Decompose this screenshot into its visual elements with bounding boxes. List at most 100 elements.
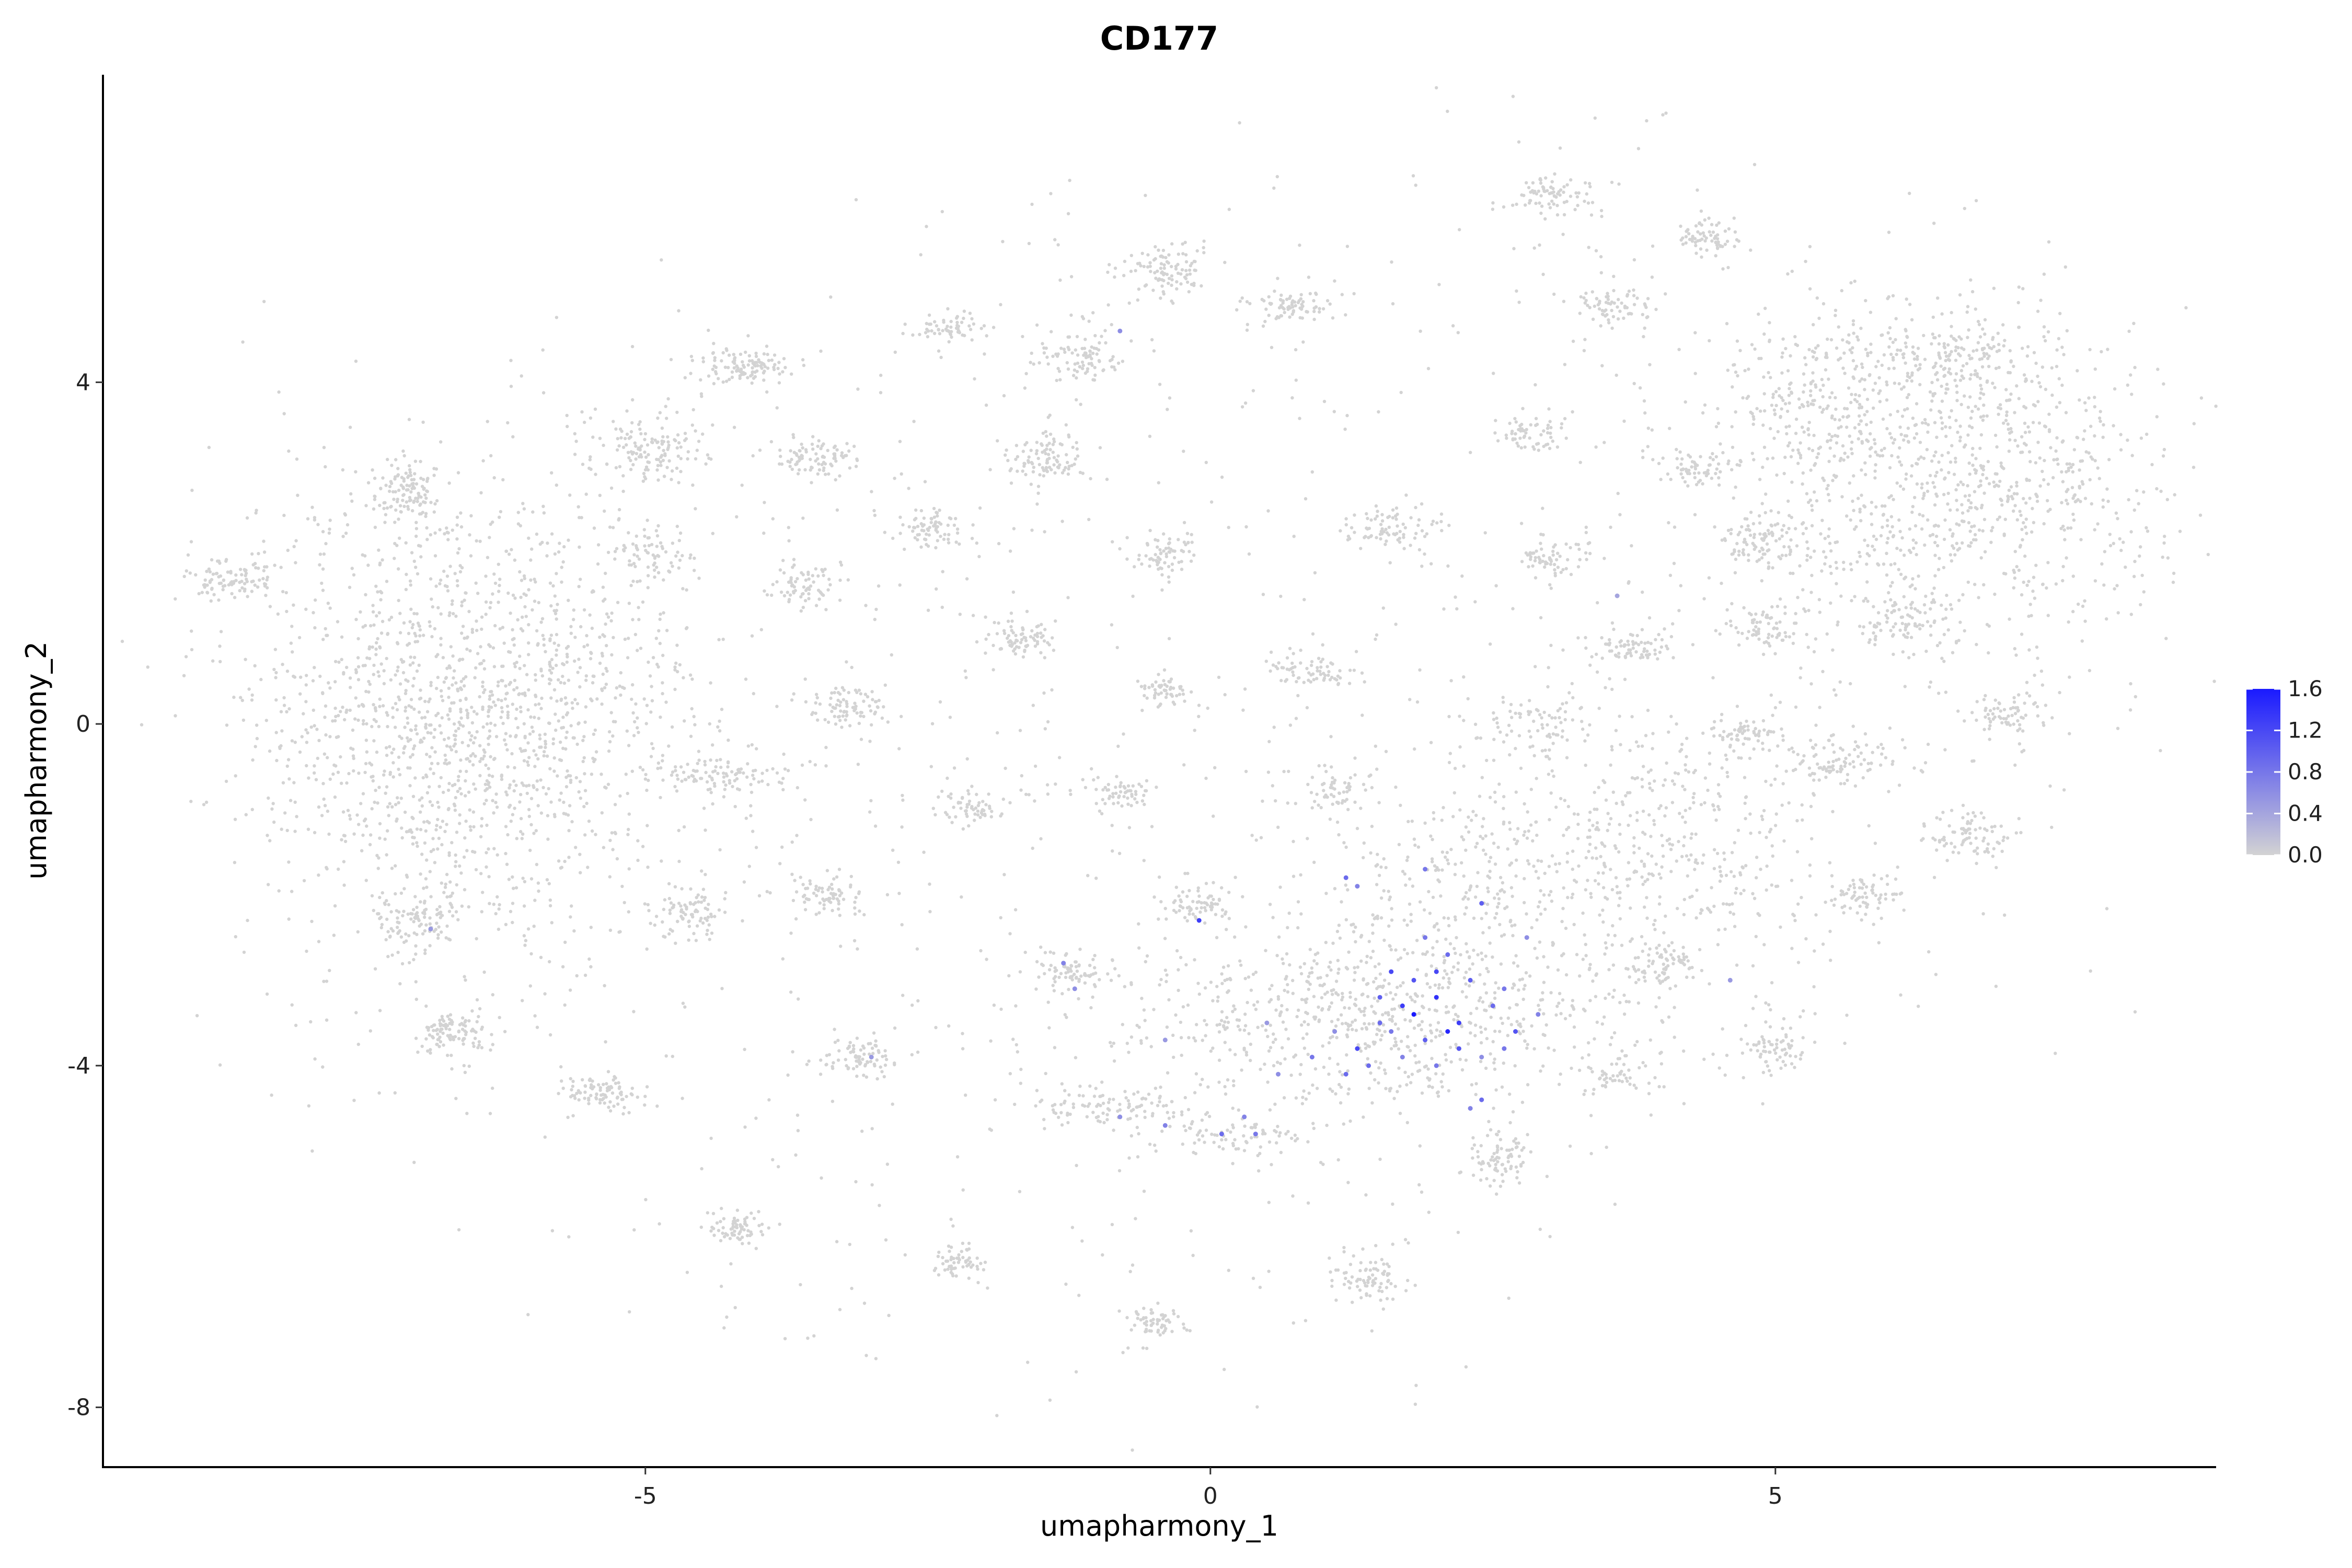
cell-point [1177,538,1180,541]
cell-point [1544,176,1548,180]
cell-point [1560,735,1564,739]
cell-point [381,704,385,708]
cell-point [1316,669,1319,673]
cell-point [1106,972,1110,976]
cell-point [1220,886,1224,890]
cell-point [1074,1056,1078,1059]
cell-point [959,806,963,810]
cell-point [1030,629,1034,633]
cell-point [1441,1072,1445,1076]
cell-point [655,662,659,666]
cell-point [1447,524,1451,527]
cell-point [529,715,533,719]
cell-point [534,678,537,682]
cell-point [689,553,693,557]
cell-point [1133,565,1136,569]
cell-point [400,476,404,479]
cell-point [1277,661,1281,665]
cell-point [1298,1073,1302,1076]
cell-point [492,847,496,850]
cell-point [1362,782,1366,787]
cell-point [839,700,843,704]
cell-point [527,783,531,787]
cell-point [336,620,340,624]
cell-point [978,815,982,820]
cell-point [838,704,842,708]
cell-point [444,936,448,940]
cell-point [202,583,206,587]
cell-point [1325,974,1329,977]
cell-point [429,533,432,537]
cell-point [691,483,695,487]
cell-point [722,771,725,775]
cell-point [1077,1093,1081,1097]
cell-point [1620,1049,1624,1053]
cell-point [841,698,846,701]
cell-point [1607,318,1610,322]
cell-point [554,612,558,616]
cell-point [1538,713,1542,717]
cell-point [441,1031,445,1035]
cell-point [951,1274,955,1277]
cell-point [454,910,458,914]
cell-point [1064,466,1067,469]
cell-point [184,655,188,659]
cell-point [709,457,713,461]
cell-point [505,862,509,866]
cell-point [508,786,511,790]
cell-point [471,763,475,767]
cell-point [457,1037,461,1041]
cell-point [602,443,605,447]
cell-point [919,545,923,549]
cell-point [556,774,559,778]
cell-point [563,940,567,944]
cell-point [741,1242,744,1246]
cell-point [564,785,569,789]
cell-point [559,740,562,744]
cell-point [376,637,379,641]
cell-point [370,763,374,767]
cell-point [529,952,533,956]
cell-point [1542,429,1546,433]
cell-point [374,647,378,651]
cell-point [557,678,560,682]
cell-point [1279,304,1283,307]
cell-point [557,719,561,723]
cell-point [970,338,974,342]
cell-point [1583,739,1587,743]
cell-point [578,852,582,856]
cell-point [511,813,515,816]
cell-point [636,649,639,652]
cell-point [1294,802,1297,805]
cell-point [415,669,419,673]
cell-point [456,689,460,693]
cell-point [937,521,941,525]
cell-point [938,509,941,512]
cell-point [345,523,350,527]
cell-point [340,838,343,841]
cell-point [1717,928,1721,932]
cell-point [1101,788,1105,792]
cell-point [1271,916,1275,919]
cell-point [549,671,554,675]
cell-point [459,525,464,529]
cell-point [696,893,700,897]
cell-point [337,713,340,718]
cell-point [1409,1019,1412,1022]
cell-point [1158,1096,1161,1100]
cell-point [372,908,375,913]
cell-point [290,625,294,628]
cell-point [760,771,764,775]
cell-point [970,785,974,788]
cell-point [458,570,463,574]
cell-point [646,586,650,590]
cell-point [513,766,516,770]
cell-point [416,914,420,918]
cell-point [440,843,444,847]
cell-point [571,707,574,710]
cell-point [762,363,766,366]
cell-point [645,1085,649,1089]
cell-point [999,647,1003,651]
cell-point [285,764,289,768]
cell-point [654,637,659,640]
